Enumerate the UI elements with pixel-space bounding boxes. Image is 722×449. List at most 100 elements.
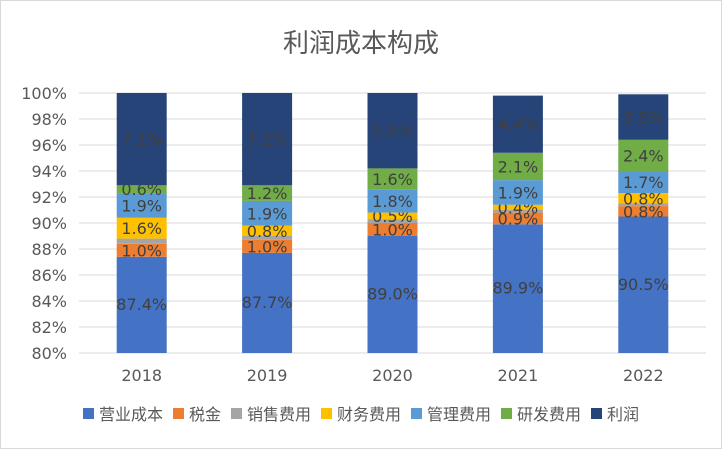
y-tick-label: 84% [31,292,67,311]
bar-segment [116,193,167,218]
bar-segment [242,236,293,240]
bar-segment [492,212,543,225]
data-label: 0.8% [247,222,288,241]
chart-title: 利润成本构成 [282,29,439,59]
bar-segment [116,217,167,239]
y-tick-label: 100% [21,84,67,103]
x-tick-label: 2020 [372,366,413,385]
x-tick-label: 2021 [498,366,539,385]
data-label: 5.8% [372,122,413,141]
data-label: 1.0% [121,241,162,260]
bar-segment [618,203,669,207]
data-label: 1.9% [247,204,288,223]
data-label: 1.8% [372,192,413,211]
legend-label: 管理费用 [427,405,492,424]
data-label: 1.0% [247,237,288,256]
bar-segment [492,152,543,181]
data-label: 1.0% [372,221,413,240]
data-label: 90.5% [618,275,669,294]
bar-segment [242,185,293,201]
y-tick-label: 94% [31,162,67,181]
y-tick-label: 80% [31,344,67,363]
data-label: 1.9% [498,183,539,202]
bar-segment [116,185,167,194]
data-label: 1.6% [372,170,413,189]
bar-segment [116,256,167,353]
legend-label: 销售费用 [246,405,311,424]
data-label: 3.5% [623,108,664,127]
bar-segment [116,243,167,257]
bar-segment [492,95,543,153]
legend-swatch [172,407,184,419]
data-label: 0.8% [623,189,664,208]
chart-legend: 营业成本 税金 销售费用 财务费用 管理费用 研发费用 利润 [1,401,721,425]
legend-item: 营业成本 [82,401,163,425]
x-tick-label: 2022 [623,366,664,385]
legend-swatch [320,407,332,419]
y-tick-label: 88% [31,240,67,259]
data-label: 4.4% [498,115,539,134]
bar-segment [618,94,669,140]
bar-segment [367,223,418,236]
data-label: 2.1% [498,157,539,176]
bar-segment [367,189,418,213]
data-label: 1.6% [121,219,162,238]
data-label: 1.7% [623,173,664,192]
data-label: 87.7% [242,293,293,312]
data-label: 7.2% [247,130,288,149]
bar-segment [367,168,418,190]
legend-label: 研发费用 [517,405,582,424]
bar-segment [367,236,418,353]
legend-swatch [230,407,242,419]
y-tick-label: 92% [31,188,67,207]
data-label: 87.4% [116,295,167,314]
y-tick-label: 98% [31,110,67,129]
data-label: 1.9% [121,196,162,215]
legend-swatch [501,407,513,419]
legend-item: 管理费用 [411,401,491,425]
data-label: 89.9% [492,279,543,298]
bar-segment [367,93,418,169]
data-label: 2.4% [623,146,664,165]
data-label: 0.9% [498,209,539,228]
legend-label: 利润 [607,405,640,424]
legend-item: 研发费用 [501,401,581,425]
bar-segment [492,224,543,353]
y-tick-label: 96% [31,136,67,155]
bar-segment [367,219,418,223]
bar-segment [618,216,669,353]
bar-segment [618,171,669,194]
legend-item: 财务费用 [320,401,401,425]
data-label: 1.2% [247,184,288,203]
bar-segment [242,239,293,253]
bar-segment [242,200,293,226]
y-tick-label: 90% [31,214,67,233]
bar-segment [367,212,418,220]
bar-segment [116,93,167,186]
legend-label: 营业成本 [98,405,163,424]
x-tick-label: 2018 [121,366,162,385]
bar-segment [618,139,669,171]
bar-segment [242,93,293,186]
bar-segment [492,210,543,213]
y-tick-label: 86% [31,266,67,285]
legend-item: 税金 [172,401,221,425]
data-label: 0.8% [623,202,664,221]
bar-segment [492,204,543,210]
legend-label: 税金 [188,405,221,424]
legend-swatch [591,407,603,419]
x-tick-label: 2019 [247,366,288,385]
bar-segment [242,252,293,353]
bar-segment [242,225,293,236]
bar-segment [492,180,543,205]
bar-segment [116,238,167,244]
y-tick-label: 82% [31,318,67,337]
data-label: 7.1% [121,130,162,149]
bar-segment [618,193,669,204]
bar-segment [618,206,669,217]
legend-item: 销售费用 [230,401,311,425]
legend-label: 财务费用 [336,405,401,424]
legend-swatch [411,407,422,419]
